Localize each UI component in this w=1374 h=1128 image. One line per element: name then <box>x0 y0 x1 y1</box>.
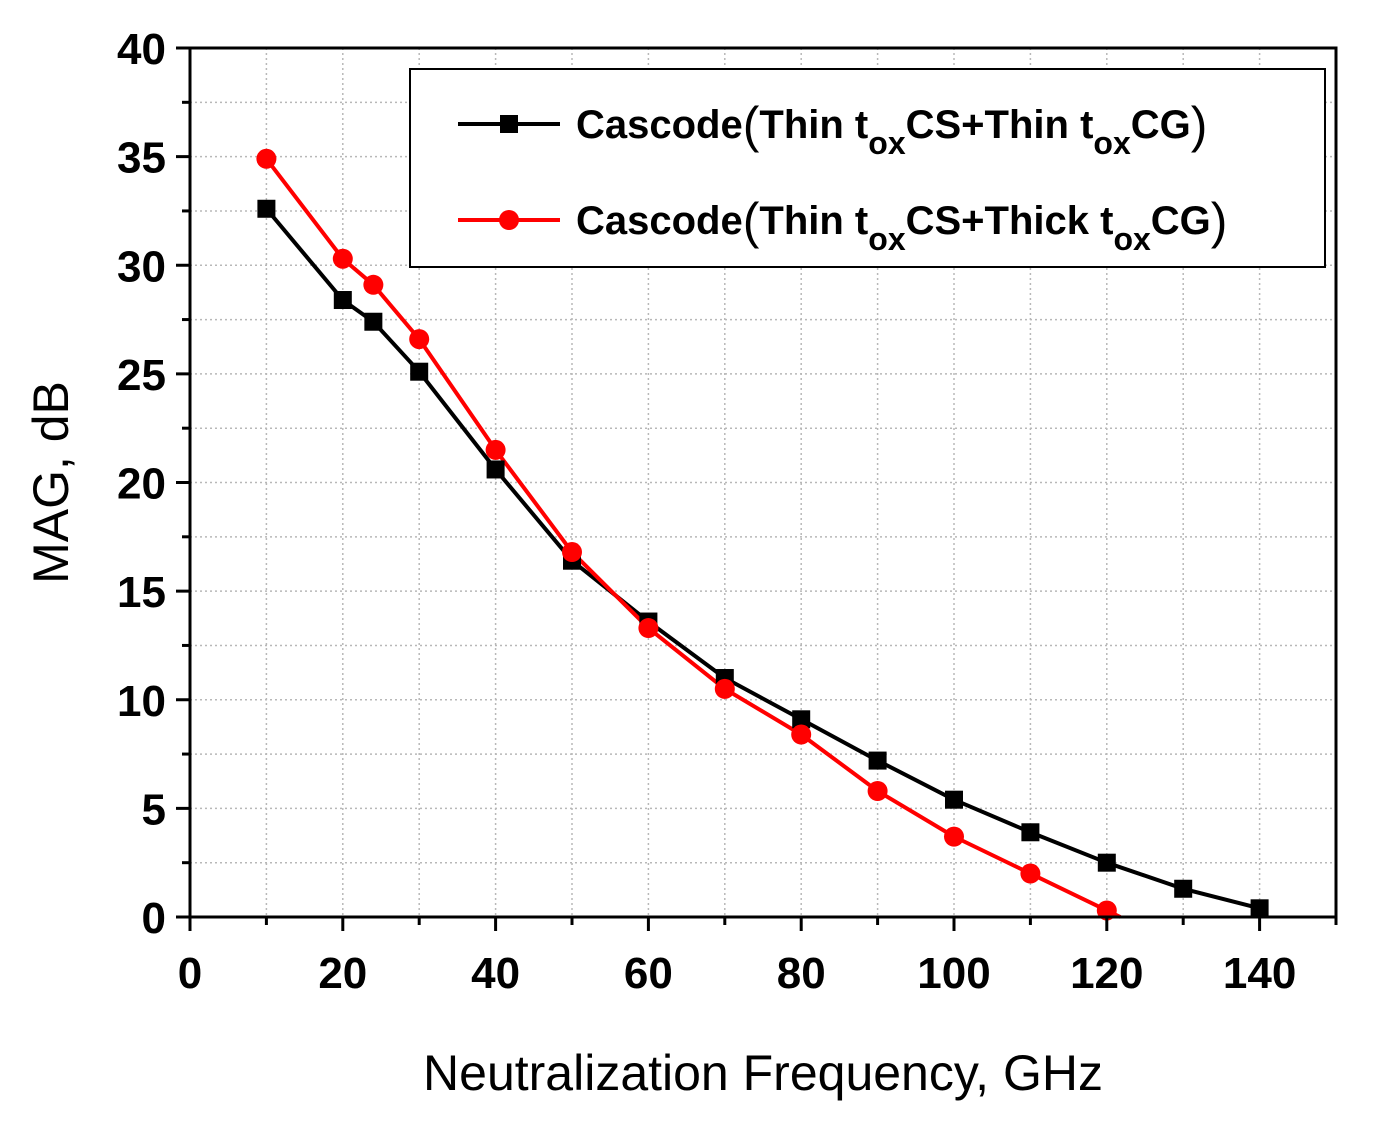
x-tick-label: 40 <box>471 949 520 998</box>
legend: Cascode(Thin toxCS+Thin toxCG) Cascode(Th… <box>409 68 1326 268</box>
y-tick-label: 30 <box>117 242 166 291</box>
series-2-point <box>332 248 353 269</box>
series-line-1 <box>264 207 1261 911</box>
series-1-point <box>257 199 276 218</box>
series-1-point <box>792 710 811 729</box>
series-2-point <box>562 542 582 563</box>
y-tick-label: 15 <box>117 568 166 617</box>
x-tick-label: 140 <box>1223 949 1296 998</box>
series-1-point <box>486 460 505 479</box>
ticks <box>176 46 1338 931</box>
y-tick-label: 40 <box>117 25 166 74</box>
y-tick-label: 0 <box>142 894 166 943</box>
series-2-point <box>485 439 506 460</box>
x-tick-label: 0 <box>178 949 202 998</box>
series-2-point <box>714 678 735 699</box>
series-2-point <box>1020 863 1041 884</box>
series-1-point <box>945 790 963 809</box>
series-2-point <box>363 274 384 295</box>
series-1-point <box>1250 899 1269 918</box>
x-tick-label: 120 <box>1070 949 1143 998</box>
x-tick-label: 80 <box>777 949 826 998</box>
y-tick-label: 5 <box>142 785 166 834</box>
series-1-point <box>1021 823 1040 842</box>
series-2-point <box>791 724 812 745</box>
y-tick-label: 35 <box>117 134 166 183</box>
series-2-point <box>944 826 964 847</box>
y-tick-label: 10 <box>117 677 166 726</box>
tick-labels: 0 20 40 60 80 100 120 140 0 5 10 15 20 25 30 35 40 <box>117 25 1296 998</box>
legend-marker-2 <box>499 210 519 230</box>
series-2-point <box>1096 900 1117 921</box>
series-2-point <box>867 780 888 801</box>
legend-label-1: Cascode(Thin toxCS+Thin toxCG) <box>576 97 1207 161</box>
series-1-point <box>1097 853 1116 872</box>
series-1-point <box>333 291 352 310</box>
x-tick-label: 60 <box>624 949 673 998</box>
x-tick-label: 100 <box>917 949 990 998</box>
series-2-point <box>256 148 277 169</box>
series-1-point <box>364 312 383 331</box>
series-1-point <box>868 751 887 770</box>
legend-label-2: Cascode(Thin toxCS+Thick toxCG) <box>576 193 1227 257</box>
legend-marker-1 <box>500 115 518 133</box>
series-1-point <box>1174 879 1193 898</box>
y-tick-label: 20 <box>117 460 166 509</box>
y-tick-label: 25 <box>117 351 166 400</box>
series-2-point <box>638 618 659 639</box>
plot-lines <box>264 157 1261 919</box>
x-tick-label: 20 <box>318 949 367 998</box>
series-1-point <box>410 362 429 381</box>
series-line-2 <box>264 157 1122 919</box>
x-axis-title: Neutralization Frequency, GHz <box>423 1045 1103 1101</box>
y-axis-title: MAG, dB <box>23 381 79 584</box>
plot-markers <box>256 148 1269 921</box>
legend-box <box>409 68 1326 268</box>
series-2-point <box>409 329 430 350</box>
